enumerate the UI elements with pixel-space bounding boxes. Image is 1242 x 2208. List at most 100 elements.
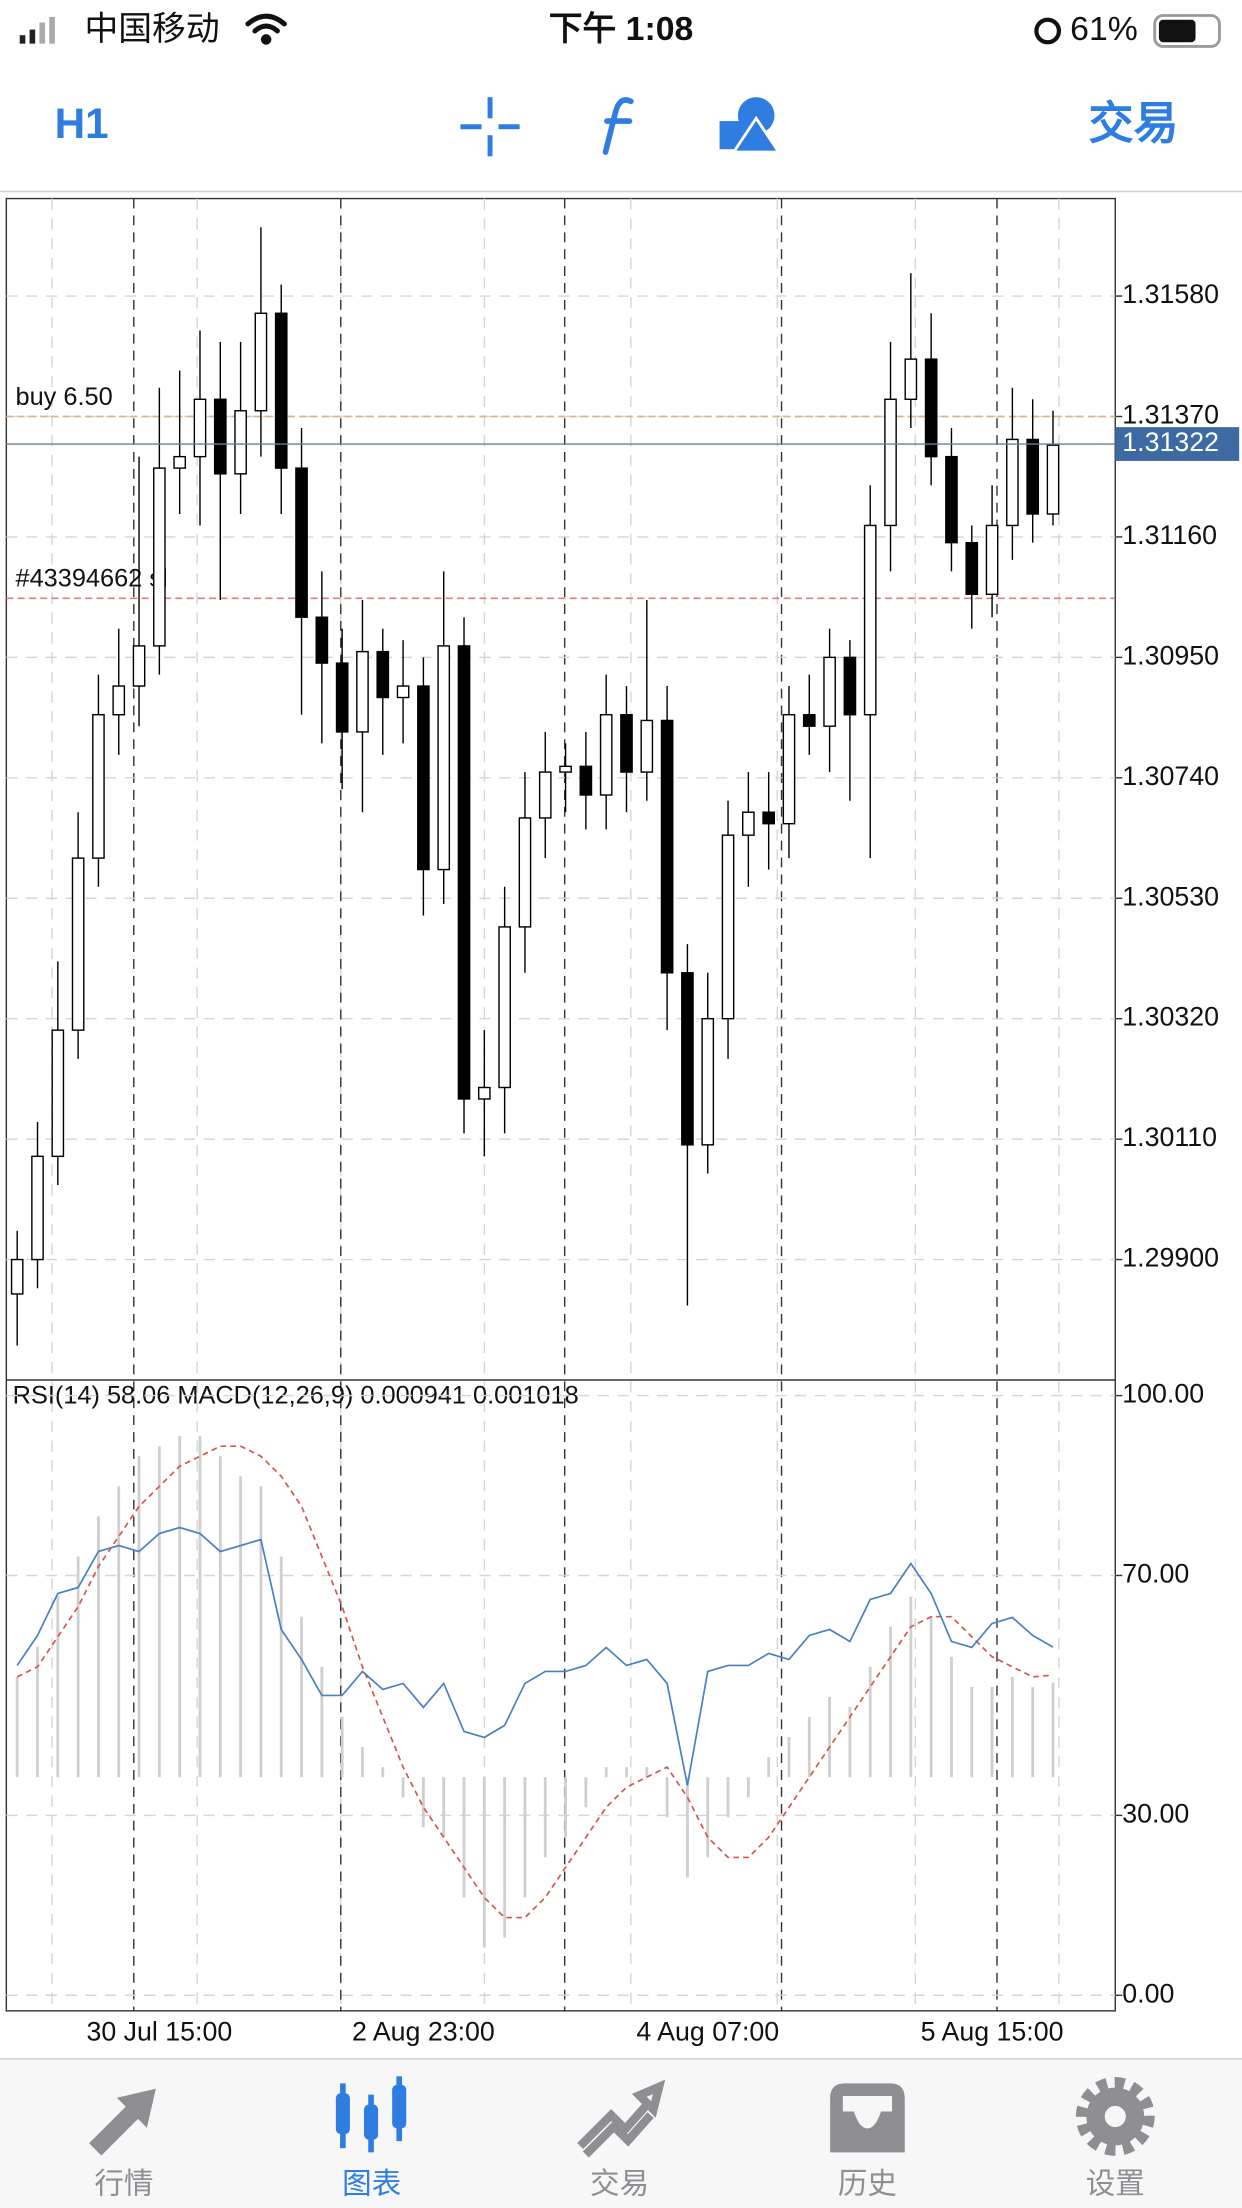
candle-body xyxy=(945,455,958,544)
macd-bar xyxy=(889,1626,892,1778)
macd-bar xyxy=(157,1446,161,1778)
trade-button[interactable]: 交易 xyxy=(1089,98,1179,149)
macd-bar xyxy=(137,1456,141,1778)
macd-bar xyxy=(381,1767,385,1778)
candle-body xyxy=(863,524,877,716)
macd-bar xyxy=(807,1716,811,1778)
y-tick-label: 1.31160 xyxy=(1122,520,1217,550)
signal-bar xyxy=(49,16,55,44)
macd-bar xyxy=(1010,1676,1014,1778)
signal-icon xyxy=(19,16,55,44)
tab-label[interactable]: 交易 xyxy=(590,2167,649,2200)
wifi-arc xyxy=(252,23,280,34)
gear-hole xyxy=(1103,2104,1128,2129)
candle-body xyxy=(274,312,288,469)
candle-body xyxy=(295,467,308,618)
macd-bar xyxy=(279,1556,283,1778)
y-tick-label: 1.29900 xyxy=(1122,1243,1219,1273)
trade-icon xyxy=(577,2079,666,2158)
macd-bar xyxy=(259,1486,263,1778)
candle-body xyxy=(559,765,572,773)
signal-line xyxy=(16,1445,1054,1919)
chart-icon xyxy=(335,2076,407,2153)
current-price-label: 1.31322 xyxy=(1122,427,1219,457)
macd-bar xyxy=(950,1656,953,1778)
candle-body xyxy=(498,926,511,1089)
candle-body xyxy=(1006,438,1019,527)
battery-level xyxy=(1158,19,1196,43)
candle-body xyxy=(579,765,593,796)
macd-bar xyxy=(320,1666,324,1778)
crosshair-button[interactable] xyxy=(460,97,520,157)
tab-icons xyxy=(89,2076,1155,2158)
y-tick-label: 70.00 xyxy=(1122,1559,1189,1589)
history-icon xyxy=(830,2083,905,2153)
tab-label[interactable]: 设置 xyxy=(1086,2167,1145,2200)
candle-body xyxy=(640,719,654,773)
candle-body xyxy=(518,817,532,928)
macd-bar xyxy=(767,1757,771,1778)
candle-body xyxy=(417,685,430,871)
icon-wick xyxy=(396,2076,403,2142)
macd-bar xyxy=(76,1556,80,1778)
macd-bar xyxy=(625,1767,628,1778)
macd-bar xyxy=(117,1486,121,1778)
candle-body xyxy=(173,455,187,469)
candle-body xyxy=(112,685,126,716)
candle-body xyxy=(92,714,105,859)
candle-body xyxy=(315,616,329,664)
plot-layer: 1.29900 1.30110 1.30320 1.30530 1.30740 1.309… xyxy=(6,198,1240,2046)
candle-body xyxy=(620,714,633,773)
y-tick-label: 0.00 xyxy=(1122,1978,1174,2008)
macd-bar xyxy=(706,1777,710,1858)
candle-body xyxy=(132,645,146,687)
macd-bar xyxy=(421,1777,425,1828)
rsi-line xyxy=(16,1526,1054,1786)
wifi-dot xyxy=(260,34,272,45)
candle-body xyxy=(477,1086,491,1100)
macd-bar xyxy=(726,1777,730,1818)
macd-bar xyxy=(543,1777,547,1858)
x-tick-label: 5 Aug 15:00 xyxy=(921,2016,1064,2046)
candle-body xyxy=(884,398,897,527)
macd-bar xyxy=(56,1596,60,1778)
macd-bar xyxy=(1031,1686,1035,1778)
macd-bar xyxy=(868,1666,872,1778)
macd-bar xyxy=(787,1737,791,1778)
icon-wick xyxy=(368,2094,374,2153)
timeframe-button[interactable]: H1 xyxy=(55,100,109,147)
y-tick-label: 1.30320 xyxy=(1122,1002,1219,1032)
tab-label[interactable]: 图表 xyxy=(342,2167,401,2200)
macd-bar xyxy=(482,1777,486,1948)
macd-bar xyxy=(665,1777,669,1818)
chart-frame xyxy=(5,197,1116,2012)
macd-bar xyxy=(848,1706,852,1778)
tab-label[interactable]: 行情 xyxy=(94,2167,153,2200)
macd-bar xyxy=(178,1436,182,1778)
y-tick-label: 1.31580 xyxy=(1122,279,1219,309)
candle-body xyxy=(701,1017,715,1146)
y-tick-label: 100.00 xyxy=(1122,1379,1204,1409)
signal-bar xyxy=(39,22,46,44)
tab-label[interactable]: 历史 xyxy=(838,2167,897,2200)
macd-bar xyxy=(462,1777,466,1898)
candle-body xyxy=(904,358,918,400)
macd-bar xyxy=(686,1777,689,1878)
candle-body xyxy=(51,1029,65,1158)
macd-bar xyxy=(604,1767,608,1778)
candle-body xyxy=(213,398,227,475)
x-tick-label: 2 Aug 23:00 xyxy=(352,2016,495,2046)
candle-body xyxy=(1026,438,1040,515)
indicator-button[interactable] xyxy=(602,97,634,155)
macd-bar xyxy=(523,1777,527,1898)
candle-body xyxy=(335,662,349,733)
objects-button[interactable] xyxy=(719,97,782,154)
candle-body xyxy=(924,358,938,458)
macd-bar xyxy=(828,1696,832,1778)
candle-body xyxy=(843,656,857,716)
candle-body xyxy=(681,972,694,1146)
macd-bar xyxy=(198,1436,202,1778)
y-tick-label: 1.30950 xyxy=(1122,640,1219,670)
